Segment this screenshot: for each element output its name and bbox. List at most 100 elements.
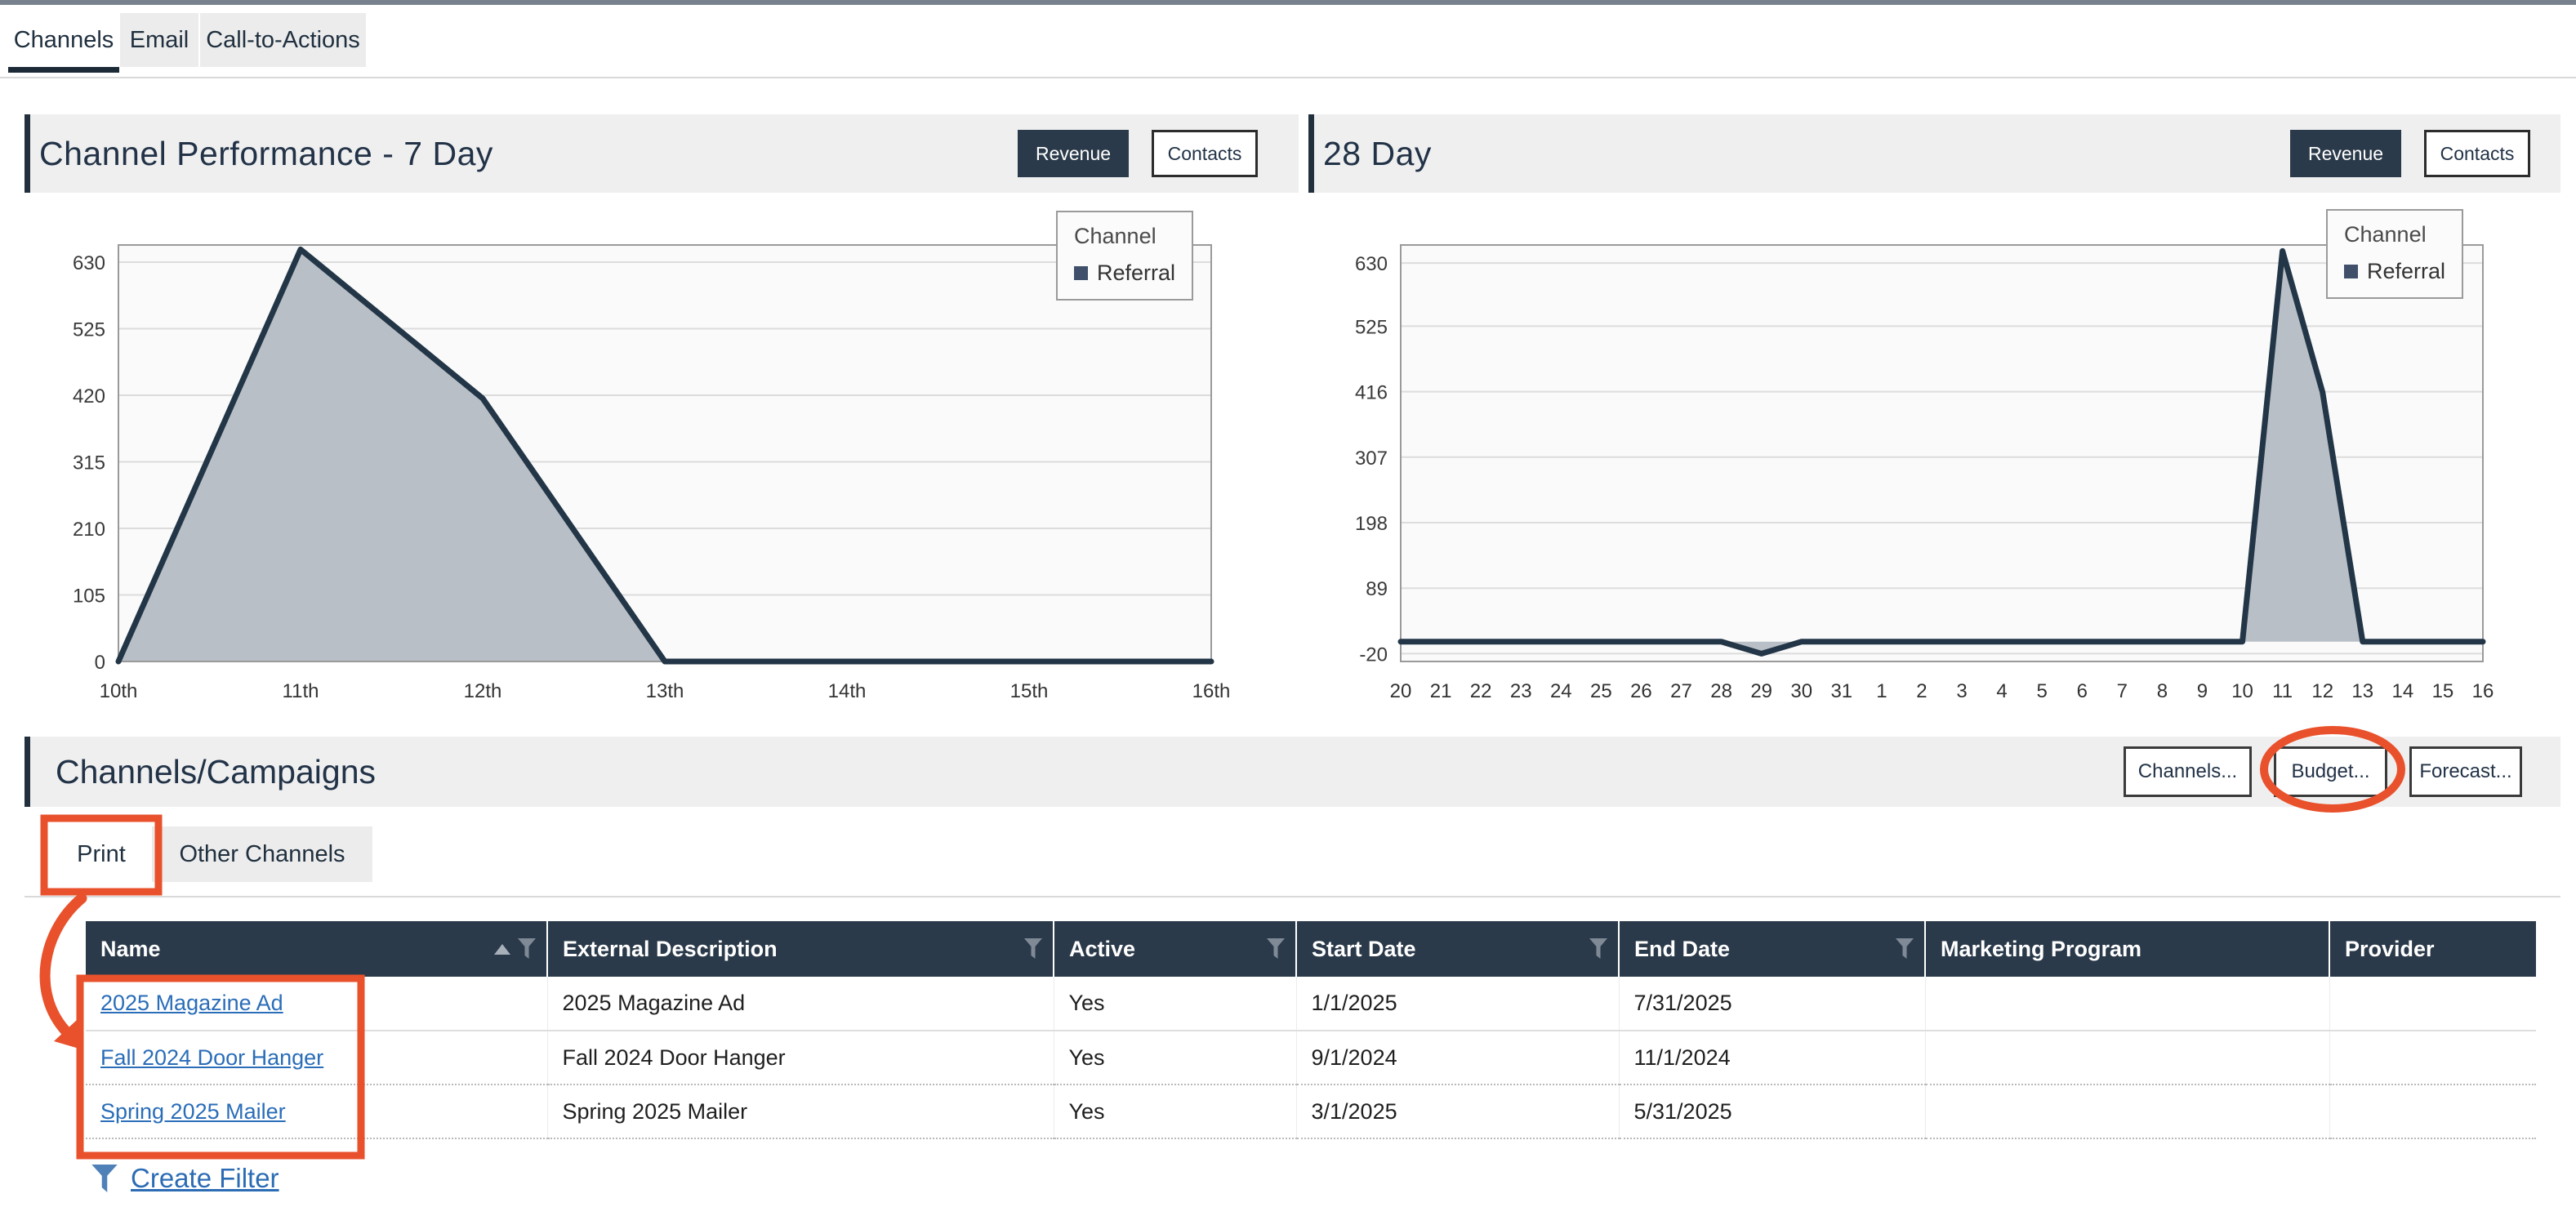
svg-text:16th: 16th: [1192, 680, 1231, 702]
filter-icon[interactable]: [1589, 938, 1608, 960]
tab-email[interactable]: Email: [120, 13, 198, 67]
column-header-end-date[interactable]: End Date: [1619, 921, 1926, 977]
active-tab-underline: [8, 67, 119, 73]
cell-name: 2025 Magazine Ad: [86, 977, 548, 1031]
create-filter: Create Filter: [91, 1163, 279, 1194]
twenty-eight-day-contacts-button[interactable]: Contacts: [2424, 130, 2530, 177]
seven-day-chart-legend: Channel Referral: [1056, 211, 1194, 301]
cell-provider: [2329, 1031, 2536, 1085]
cell-active: Yes: [1054, 1085, 1297, 1139]
svg-text:307: 307: [1355, 448, 1388, 470]
svg-text:26: 26: [1630, 680, 1652, 702]
cell-active: Yes: [1054, 1031, 1297, 1085]
svg-text:5: 5: [2037, 680, 2048, 702]
svg-text:11: 11: [2272, 680, 2293, 702]
table-row: Spring 2025 Mailer Spring 2025 Mailer Ye…: [86, 1085, 2536, 1139]
cell-name: Spring 2025 Mailer: [86, 1085, 548, 1139]
campaign-link[interactable]: 2025 Magazine Ad: [100, 991, 283, 1015]
legend-title: Channel: [1074, 224, 1157, 248]
seven-day-contacts-button[interactable]: Contacts: [1152, 130, 1258, 177]
tab-email-label: Email: [129, 27, 189, 53]
svg-text:198: 198: [1355, 513, 1388, 535]
svg-text:525: 525: [1355, 316, 1388, 338]
twenty-eight-day-panel-buttons: Revenue Contacts: [2290, 130, 2530, 177]
sort-ascending-icon[interactable]: [494, 943, 510, 955]
svg-text:10: 10: [2231, 680, 2253, 702]
budget-button[interactable]: Budget...: [2274, 746, 2387, 797]
column-header-marketing-program[interactable]: Marketing Program: [1925, 921, 2330, 977]
svg-text:14: 14: [2392, 680, 2414, 702]
svg-text:28: 28: [1710, 680, 1732, 702]
column-header-provider[interactable]: Provider: [2329, 921, 2536, 977]
tab-channels[interactable]: Channels: [8, 13, 119, 73]
svg-text:2: 2: [1916, 680, 1927, 702]
annotation-arrow-shaft: [39, 893, 87, 1036]
filter-funnel-icon[interactable]: [91, 1165, 118, 1192]
forecast-button[interactable]: Forecast...: [2409, 746, 2522, 797]
accent-bar: [25, 114, 30, 193]
svg-text:23: 23: [1510, 680, 1532, 702]
svg-text:15th: 15th: [1010, 680, 1049, 702]
tab-call-to-actions[interactable]: Call-to-Actions: [200, 13, 366, 67]
filter-icon[interactable]: [1895, 938, 1914, 960]
table-header-row: Name External Description Active: [86, 921, 2536, 977]
svg-text:25: 25: [1590, 680, 1612, 702]
twenty-eight-day-panel-title: 28 Day: [1323, 134, 1432, 172]
svg-text:11th: 11th: [283, 680, 319, 702]
seven-day-panel-buttons: Revenue Contacts: [1018, 130, 1258, 177]
svg-text:13th: 13th: [646, 680, 684, 702]
svg-text:0: 0: [95, 652, 105, 674]
svg-text:20: 20: [1390, 680, 1412, 702]
svg-text:1: 1: [1876, 680, 1887, 702]
table-row: Fall 2024 Door Hanger Fall 2024 Door Han…: [86, 1031, 2536, 1085]
filter-icon[interactable]: [517, 938, 537, 960]
tab-print[interactable]: Print: [54, 826, 149, 882]
create-filter-link[interactable]: Create Filter: [131, 1163, 279, 1193]
annotation-arrow-head: [54, 1020, 82, 1049]
seven-day-panel-header: Channel Performance - 7 Day Revenue Cont…: [25, 114, 1299, 193]
cell-marketing-program: [1925, 1031, 2330, 1085]
filter-icon[interactable]: [1023, 938, 1043, 960]
svg-text:89: 89: [1366, 578, 1388, 600]
cell-provider: [2329, 1085, 2536, 1139]
twenty-eight-day-revenue-button[interactable]: Revenue: [2290, 130, 2401, 177]
svg-text:13: 13: [2351, 680, 2373, 702]
svg-text:15: 15: [2432, 680, 2454, 702]
campaigns-table: Name External Description Active: [86, 921, 2536, 1139]
cell-name: Fall 2024 Door Hanger: [86, 1031, 548, 1085]
svg-text:14th: 14th: [828, 680, 867, 702]
cell-end-date: 5/31/2025: [1619, 1085, 1926, 1139]
svg-text:630: 630: [73, 252, 105, 274]
svg-text:9: 9: [2197, 680, 2208, 702]
table-row: 2025 Magazine Ad 2025 Magazine Ad Yes 1/…: [86, 977, 2536, 1031]
campaign-link[interactable]: Spring 2025 Mailer: [100, 1098, 286, 1124]
seven-day-revenue-button[interactable]: Revenue: [1018, 130, 1129, 177]
column-header-active[interactable]: Active: [1054, 921, 1297, 977]
cell-active: Yes: [1054, 977, 1297, 1031]
svg-text:31: 31: [1830, 680, 1852, 702]
svg-text:29: 29: [1750, 680, 1772, 702]
campaign-link[interactable]: Fall 2024 Door Hanger: [100, 1044, 324, 1070]
campaigns-buttons: Channels... Budget... Forecast...: [2124, 746, 2522, 797]
tab-other-channels[interactable]: Other Channels: [152, 826, 372, 882]
filter-icon[interactable]: [1266, 938, 1286, 960]
column-header-external-description[interactable]: External Description: [547, 921, 1054, 977]
svg-text:12th: 12th: [464, 680, 502, 702]
legend-entry-label: Referral: [2367, 259, 2446, 283]
channels-button[interactable]: Channels...: [2124, 746, 2252, 797]
cell-external-description: Spring 2025 Mailer: [547, 1085, 1054, 1139]
svg-text:21: 21: [1430, 680, 1452, 702]
legend-title: Channel: [2344, 222, 2427, 247]
cell-start-date: 3/1/2025: [1296, 1085, 1620, 1139]
cell-external-description: Fall 2024 Door Hanger: [547, 1031, 1054, 1085]
column-header-start-date[interactable]: Start Date: [1296, 921, 1620, 977]
cell-marketing-program: [1925, 977, 2330, 1031]
twenty-eight-day-chart-legend: Channel Referral: [2326, 209, 2464, 299]
svg-text:12: 12: [2311, 680, 2333, 702]
svg-text:-20: -20: [1359, 644, 1388, 666]
tabs-divider: [0, 77, 2576, 78]
column-header-name[interactable]: Name: [86, 921, 548, 977]
window-top-edge: [0, 0, 2576, 5]
